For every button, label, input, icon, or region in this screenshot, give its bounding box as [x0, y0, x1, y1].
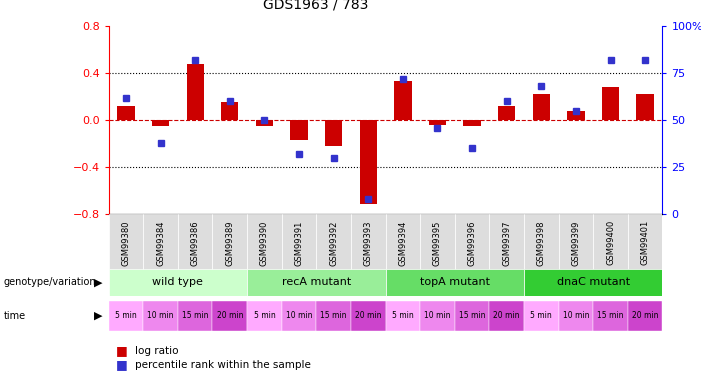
- Text: 10 min: 10 min: [147, 311, 174, 320]
- Text: log ratio: log ratio: [135, 346, 179, 355]
- Bar: [386, 214, 420, 294]
- Text: topA mutant: topA mutant: [420, 277, 490, 287]
- Bar: [559, 301, 593, 331]
- Text: ▶: ▶: [94, 311, 102, 321]
- Bar: [247, 268, 386, 296]
- Text: ■: ■: [116, 344, 128, 357]
- Text: 15 min: 15 min: [182, 311, 208, 320]
- Bar: [212, 214, 247, 294]
- Text: 5 min: 5 min: [531, 311, 552, 320]
- Text: GSM99380: GSM99380: [121, 220, 130, 266]
- Bar: [290, 120, 308, 140]
- Text: 15 min: 15 min: [320, 311, 347, 320]
- Text: 20 min: 20 min: [355, 311, 381, 320]
- Text: GDS1963 / 783: GDS1963 / 783: [263, 0, 368, 11]
- Text: GSM99393: GSM99393: [364, 220, 373, 266]
- Bar: [593, 301, 628, 331]
- Text: GSM99394: GSM99394: [398, 220, 407, 266]
- Text: GSM99395: GSM99395: [433, 220, 442, 266]
- Bar: [455, 214, 489, 294]
- Bar: [637, 94, 654, 120]
- Bar: [351, 214, 386, 294]
- Text: ▶: ▶: [94, 277, 102, 287]
- Text: 15 min: 15 min: [459, 311, 485, 320]
- Bar: [256, 120, 273, 126]
- Bar: [316, 301, 351, 331]
- Text: GSM99392: GSM99392: [329, 220, 338, 266]
- Text: GSM99398: GSM99398: [537, 220, 546, 266]
- Bar: [489, 301, 524, 331]
- Text: GSM99397: GSM99397: [502, 220, 511, 266]
- Text: GSM99396: GSM99396: [468, 220, 477, 266]
- Bar: [524, 268, 662, 296]
- Text: GSM99389: GSM99389: [225, 220, 234, 266]
- Bar: [455, 301, 489, 331]
- Bar: [178, 301, 212, 331]
- Text: percentile rank within the sample: percentile rank within the sample: [135, 360, 311, 369]
- Text: 5 min: 5 min: [254, 311, 275, 320]
- Bar: [386, 268, 524, 296]
- Bar: [178, 214, 212, 294]
- Bar: [628, 301, 662, 331]
- Bar: [143, 301, 178, 331]
- Bar: [593, 214, 628, 294]
- Bar: [489, 214, 524, 294]
- Text: 10 min: 10 min: [286, 311, 312, 320]
- Bar: [282, 214, 316, 294]
- Bar: [498, 106, 515, 120]
- Text: GSM99384: GSM99384: [156, 220, 165, 266]
- Text: 20 min: 20 min: [217, 311, 243, 320]
- Text: 10 min: 10 min: [424, 311, 451, 320]
- Bar: [282, 301, 316, 331]
- Text: dnaC mutant: dnaC mutant: [557, 277, 629, 287]
- Bar: [109, 268, 247, 296]
- Bar: [325, 120, 342, 146]
- Text: GSM99390: GSM99390: [260, 220, 269, 266]
- Text: GSM99400: GSM99400: [606, 220, 615, 266]
- Bar: [316, 214, 351, 294]
- Bar: [212, 301, 247, 331]
- Bar: [559, 214, 593, 294]
- Bar: [567, 111, 585, 120]
- Text: wild type: wild type: [152, 277, 203, 287]
- Bar: [117, 106, 135, 120]
- Text: GSM99399: GSM99399: [571, 220, 580, 266]
- Bar: [143, 214, 178, 294]
- Bar: [463, 120, 481, 126]
- Bar: [186, 64, 204, 120]
- Bar: [109, 214, 143, 294]
- Bar: [420, 301, 455, 331]
- Bar: [394, 81, 411, 120]
- Text: 10 min: 10 min: [563, 311, 589, 320]
- Text: 5 min: 5 min: [115, 311, 137, 320]
- Text: 15 min: 15 min: [597, 311, 624, 320]
- Bar: [221, 102, 238, 120]
- Text: recA mutant: recA mutant: [282, 277, 351, 287]
- Text: GSM99386: GSM99386: [191, 220, 200, 266]
- Bar: [152, 120, 169, 126]
- Bar: [247, 214, 282, 294]
- Bar: [524, 301, 559, 331]
- Text: GSM99401: GSM99401: [641, 220, 650, 266]
- Text: genotype/variation: genotype/variation: [4, 277, 96, 287]
- Bar: [524, 214, 559, 294]
- Bar: [429, 120, 446, 124]
- Bar: [420, 214, 455, 294]
- Text: GSM99391: GSM99391: [294, 220, 304, 266]
- Bar: [247, 301, 282, 331]
- Text: ■: ■: [116, 358, 128, 371]
- Text: time: time: [4, 311, 26, 321]
- Bar: [533, 94, 550, 120]
- Text: 5 min: 5 min: [392, 311, 414, 320]
- Text: 20 min: 20 min: [632, 311, 658, 320]
- Bar: [360, 120, 377, 204]
- Bar: [351, 301, 386, 331]
- Bar: [602, 87, 619, 120]
- Bar: [109, 301, 143, 331]
- Bar: [386, 301, 420, 331]
- Bar: [628, 214, 662, 294]
- Text: 20 min: 20 min: [494, 311, 520, 320]
